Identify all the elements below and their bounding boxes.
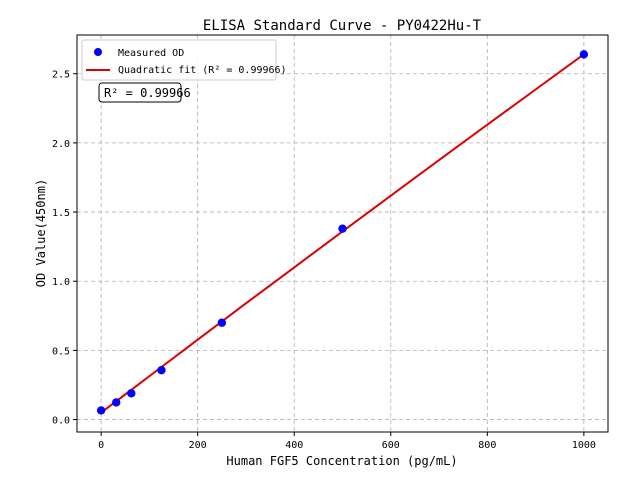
legend-label-measured: Measured OD: [118, 48, 184, 59]
grid: [77, 35, 608, 432]
y-tick-label: 2.5: [52, 70, 70, 81]
plot-frame: [76, 34, 609, 433]
x-tick-label: 600: [382, 440, 400, 451]
fit-line-layer: [100, 53, 585, 414]
fit-line: [100, 53, 585, 414]
x-axis-label: Human FGF5 Concentration (pg/mL): [226, 454, 457, 468]
y-axis-label: OD Value(450nm): [34, 179, 48, 287]
y-tick-label: 1.0: [52, 277, 70, 288]
legend-marker-measured: [94, 48, 102, 56]
x-tick-label: 200: [189, 440, 207, 451]
x-tick-label: 1000: [572, 440, 596, 451]
data-point: [157, 365, 166, 375]
legend-label-fit: Quadratic fit (R² = 0.99966): [118, 65, 287, 76]
r2-annotation-text: R² = 0.99966: [104, 86, 191, 100]
points-layer: [96, 50, 589, 415]
data-point: [96, 406, 106, 415]
y-tick-label: 1.5: [52, 208, 70, 219]
legend-box: [81, 39, 277, 81]
x-axis: 0 200 400 600 800 1000: [98, 432, 596, 451]
y-tick-label: 0.0: [52, 416, 70, 427]
legend: Measured OD Quadratic fit (R² = 0.99966): [81, 39, 287, 81]
y-axis: 0.0 0.5 1.0 1.5 2.0 2.5: [52, 70, 77, 427]
data-point: [127, 389, 136, 398]
y-tick-label: 0.5: [52, 346, 70, 357]
data-point: [217, 318, 227, 327]
data-point: [338, 224, 347, 233]
r2-annotation-box: [98, 82, 182, 103]
data-point: [112, 398, 121, 407]
x-tick-label: 800: [478, 440, 496, 451]
r2-annotation: R² = 0.99966: [98, 82, 191, 103]
chart-title: ELISA Standard Curve - PY0422Hu-T: [203, 18, 482, 34]
x-tick-label: 0: [98, 440, 104, 451]
x-tick-label: 400: [285, 440, 303, 451]
y-tick-label: 2.0: [52, 139, 70, 150]
data-point: [579, 50, 589, 59]
